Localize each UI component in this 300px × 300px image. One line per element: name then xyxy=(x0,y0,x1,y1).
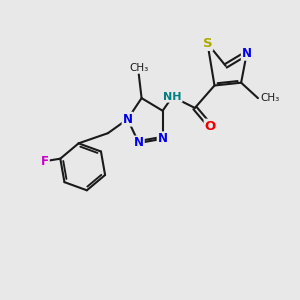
Text: N: N xyxy=(123,113,133,126)
Text: O: O xyxy=(205,120,216,133)
Text: N: N xyxy=(134,136,144,149)
Text: S: S xyxy=(203,37,212,50)
Text: F: F xyxy=(41,155,49,168)
Text: CH₃: CH₃ xyxy=(129,63,148,73)
Text: N: N xyxy=(242,47,252,60)
Text: NH: NH xyxy=(163,92,182,102)
Text: N: N xyxy=(158,132,168,145)
Text: CH₃: CH₃ xyxy=(261,93,280,103)
